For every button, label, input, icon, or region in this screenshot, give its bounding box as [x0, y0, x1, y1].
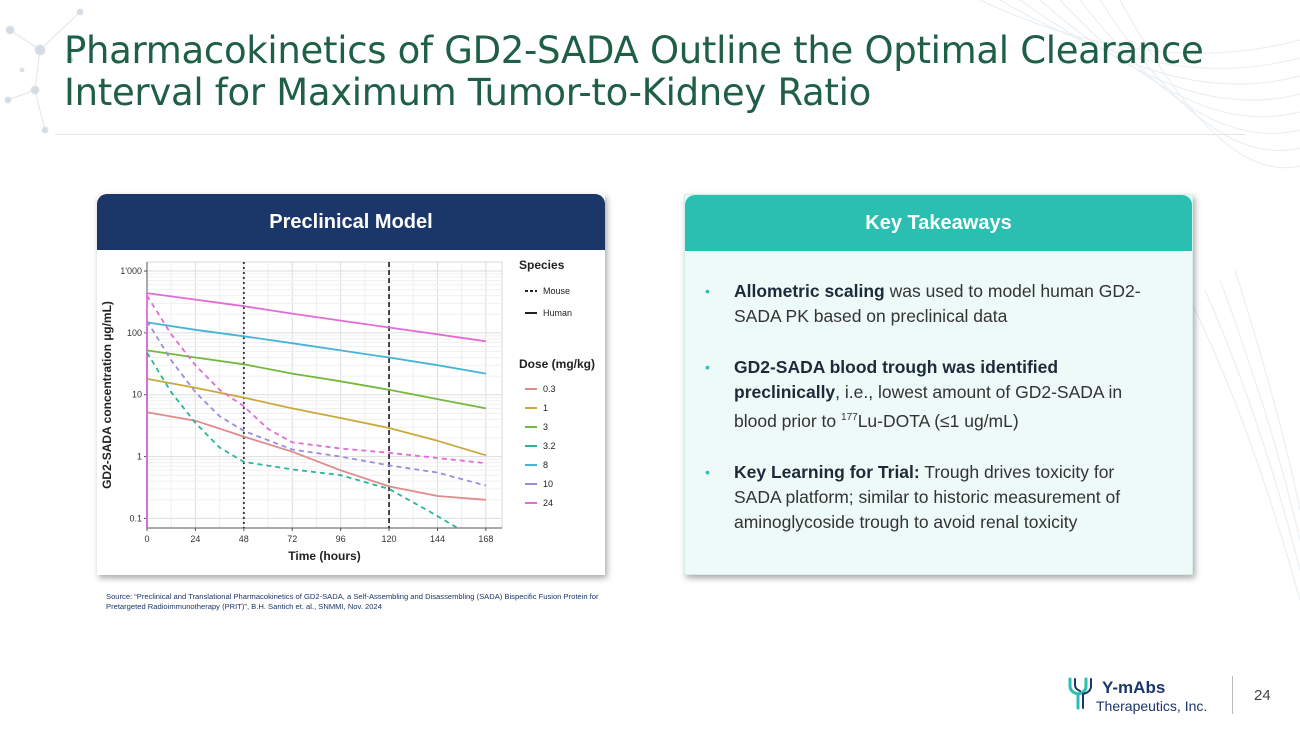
pk-chart: 0 24 48 72 96 120 144 168 1'000 100 10 1 0.1 Time (ho…: [100, 258, 595, 563]
preclinical-model-header: Preclinical Model: [97, 194, 605, 250]
x-axis-label: Time (hours): [288, 549, 360, 563]
takeaway-item: • Key Learning for Trial: Trough drives …: [705, 460, 1150, 535]
y-tick-label: 100: [127, 328, 142, 338]
legend-dose-label: 10: [543, 479, 553, 489]
legend-dose-label: 3: [543, 422, 548, 432]
source-citation: Source: “Preclinical and Translational P…: [106, 592, 599, 611]
isotope-superscript: 177: [841, 412, 858, 423]
legend-dose-label: 3.2: [543, 441, 556, 451]
y-axis-label: GD2-SADA concentration µg/mL): [100, 301, 114, 489]
logo-subtitle: Therapeutics, Inc.: [1096, 698, 1208, 714]
takeaway-text-2: Lu-DOTA (≤1 ug/mL): [857, 410, 1019, 431]
slide-title: Pharmacokinetics of GD2-SADA Outline the…: [64, 29, 1204, 114]
x-tick-label: 168: [478, 534, 493, 544]
x-tick-label: 0: [144, 534, 149, 544]
y-tick-label: 1: [137, 452, 142, 462]
takeaway-text: was used to model human GD2-SADA PK base…: [734, 281, 1141, 326]
y-tick-label: 1'000: [120, 266, 142, 276]
series-line-human-8: [146, 321, 487, 528]
legend-dose-label: 0.3: [543, 384, 556, 394]
legend-species-label: Mouse: [543, 286, 570, 296]
series-line-human-24: [146, 292, 487, 528]
bullet-icon: •: [705, 463, 710, 480]
key-takeaways-header: Key Takeaways: [685, 195, 1192, 251]
y-antibody-icon: [1068, 677, 1092, 710]
y-tick-label: 10: [132, 390, 142, 400]
takeaway-text: Trough drives toxicity for SADA platform…: [734, 461, 1121, 532]
preclinical-model-panel: Preclinical Model 0 24 48 72 96 120 144 168 1'00…: [97, 194, 605, 575]
series-line-human-3: [146, 349, 487, 528]
takeaway-bold: GD2-SADA blood trough was identified pre…: [734, 357, 1059, 402]
series-line-human-0.3: [146, 411, 486, 528]
takeaway-bold: Key Learning for Trial:: [734, 461, 920, 482]
series-line-mouse-10: [146, 320, 487, 487]
takeaway-bold: Allometric scaling: [734, 281, 885, 301]
legend-dose-label: 8: [543, 460, 548, 470]
key-takeaways-panel: Key Takeaways • Allometric scaling was u…: [684, 194, 1193, 575]
series-line-mouse-3.2: [146, 352, 459, 529]
takeaway-item: • Allometric scaling was used to model h…: [705, 279, 1150, 329]
legend-dose-title: Dose (mg/kg): [519, 357, 595, 371]
x-tick-label: 120: [382, 534, 397, 544]
bullet-icon: •: [705, 283, 710, 299]
series-line-human-1: [146, 377, 487, 528]
series-line-mouse-24: [146, 295, 486, 465]
legend-dose-label: 24: [543, 498, 553, 508]
x-tick-label: 48: [239, 534, 249, 544]
x-tick-label: 96: [336, 534, 346, 544]
x-tick-label: 72: [287, 534, 297, 544]
bullet-icon: •: [705, 359, 710, 375]
title-divider: [55, 134, 1245, 135]
footer-divider: [1232, 676, 1233, 714]
legend-species-title: Species: [519, 258, 565, 272]
page-number: 24: [1254, 687, 1271, 704]
takeaway-text: , i.e., lowest amount of GD2-SADA in blo…: [734, 382, 1123, 431]
takeaways-list: • Allometric scaling was used to model h…: [705, 279, 1150, 561]
legend-dose-label: 1: [543, 403, 548, 413]
x-tick-label: 24: [190, 534, 200, 544]
x-tick-label: 144: [430, 534, 445, 544]
takeaway-item: • GD2-SADA blood trough was identified p…: [705, 355, 1150, 434]
legend-species-label: Human: [543, 308, 572, 318]
logo-name: Y-mAbs: [1102, 678, 1166, 697]
y-tick-label: 0.1: [129, 513, 142, 523]
